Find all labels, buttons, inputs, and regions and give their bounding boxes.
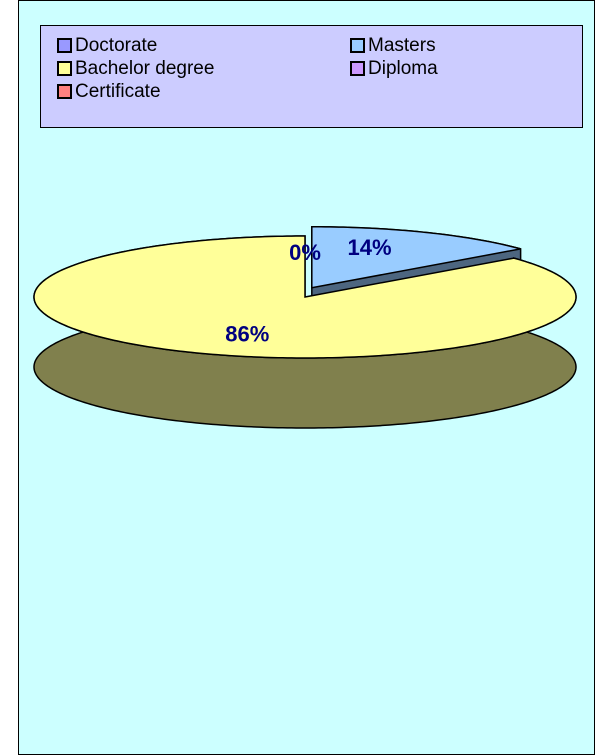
- legend-swatch: [57, 61, 72, 76]
- legend-swatch: [350, 38, 365, 53]
- legend-label: Certificate: [75, 81, 161, 102]
- legend-label: Doctorate: [75, 35, 157, 56]
- data-label: 86%: [225, 321, 269, 346]
- legend-swatch: [57, 84, 72, 99]
- data-label: 0%: [289, 240, 321, 265]
- legend-swatch: [350, 61, 365, 76]
- pie-slice: [33, 235, 577, 359]
- legend-swatch: [57, 38, 72, 53]
- legend-box: [40, 25, 583, 128]
- legend-label: Masters: [368, 35, 436, 56]
- legend-label: Bachelor degree: [75, 58, 214, 79]
- legend-label: Diploma: [368, 58, 438, 79]
- data-label: 14%: [347, 235, 391, 260]
- pie-slice: [311, 226, 521, 289]
